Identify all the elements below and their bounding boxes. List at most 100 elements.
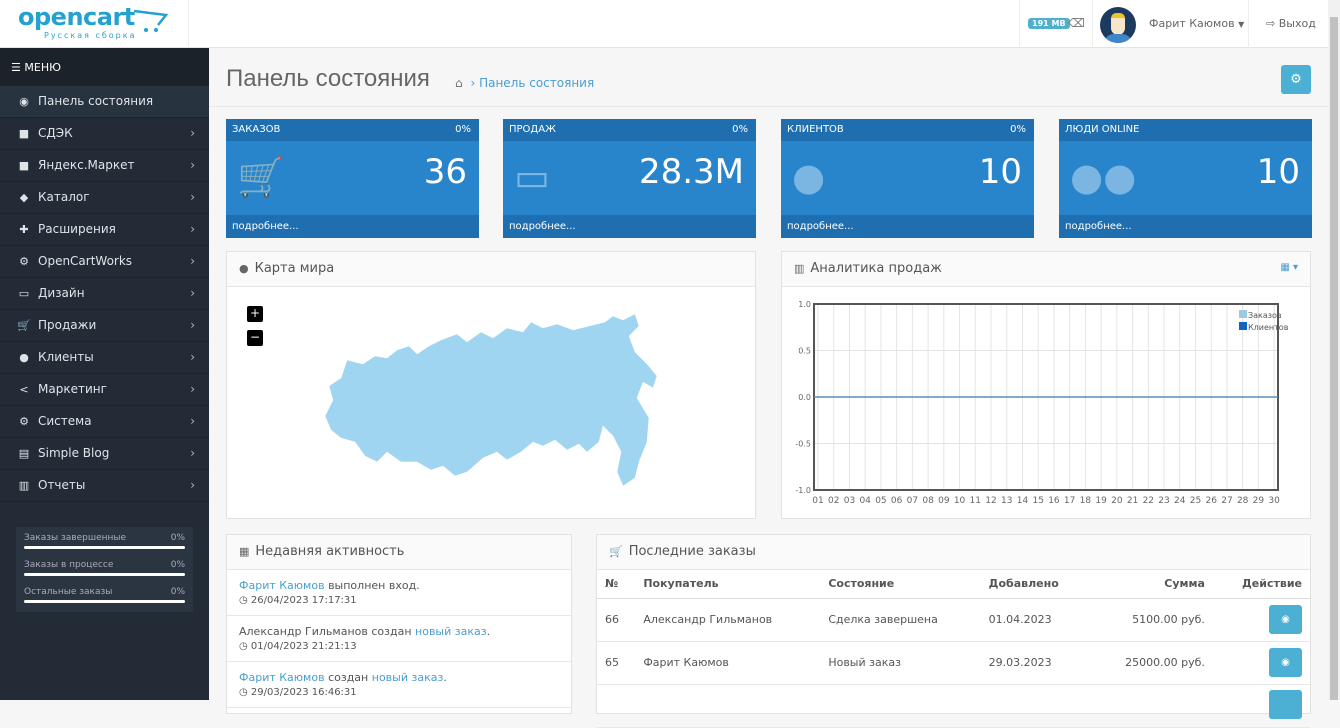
map-zoom-in-button[interactable]: +: [247, 306, 263, 322]
breadcrumb-link[interactable]: Панель состояния: [479, 76, 595, 90]
user-link[interactable]: Фарит Каюмов: [239, 671, 325, 684]
sidebar-item[interactable]: ⚙ OpenCartWorks ›: [0, 246, 209, 278]
cart-icon: 🛒: [609, 545, 623, 558]
order-link[interactable]: новый заказ: [415, 625, 487, 638]
puzzle-icon: ✚: [19, 223, 29, 236]
map-zoom-out-button[interactable]: −: [247, 330, 263, 346]
header: opencart Русская сборка 191 MB ⌫ Фарит К…: [0, 0, 1328, 48]
x-tick-label: 15: [1032, 496, 1043, 506]
x-tick-label: 10: [954, 496, 966, 506]
column-header: Добавлено: [980, 570, 1091, 599]
x-tick-label: 19: [1095, 496, 1107, 506]
sidebar-item[interactable]: ● Клиенты ›: [0, 342, 209, 374]
sidebar-item-label: Отчеты: [38, 478, 86, 492]
order-link[interactable]: новый заказ: [371, 671, 444, 684]
legend-label: Клиентов: [1248, 323, 1289, 332]
x-tick-label: 22: [1143, 496, 1154, 506]
more-link[interactable]: подробнее...: [226, 215, 479, 238]
tile-value: 10: [1256, 152, 1300, 192]
x-tick-label: 18: [1080, 496, 1092, 506]
x-tick-label: 21: [1127, 496, 1138, 506]
user-dropdown[interactable]: Фарит Каюмов ▼: [1149, 17, 1245, 30]
column-header: Действие: [1212, 570, 1310, 599]
x-tick-label: 12: [985, 496, 996, 506]
sidebar-item[interactable]: ✚ Расширения ›: [0, 214, 209, 246]
activity-item: Фарит Каюмов выполнен вход. ◷ 26/04/2023 …: [227, 570, 571, 616]
world-map-panel: ● Карта мира + −: [226, 251, 756, 519]
stat-item: Остальные заказы 0%: [24, 587, 185, 614]
map-region[interactable]: [324, 313, 658, 487]
x-tick-label: 25: [1190, 496, 1201, 506]
scrollbar[interactable]: [1328, 0, 1340, 700]
sidebar-item[interactable]: < Маркетинг ›: [0, 374, 209, 406]
more-link[interactable]: подробнее...: [781, 215, 1034, 238]
sidebar-item-label: Simple Blog: [38, 446, 110, 460]
x-tick-label: 09: [938, 496, 950, 506]
x-tick-label: 17: [1064, 496, 1075, 506]
cart-logo-icon: [133, 9, 168, 32]
logout-button[interactable]: ⇨ Выход: [1266, 17, 1316, 30]
tags-icon: ◆: [19, 191, 29, 204]
calendar-icon: ▦: [239, 545, 250, 558]
sidebar-item[interactable]: ▥ Отчеты ›: [0, 470, 209, 502]
calendar-dropdown[interactable]: ▦ ▾: [1280, 262, 1298, 273]
user-link[interactable]: Фарит Каюмов: [239, 579, 325, 592]
column-header: Состояние: [820, 570, 981, 599]
stat-tile: КЛИЕНТОВ 0% ● 10 подробнее...: [781, 119, 1034, 238]
eraser-icon[interactable]: ⌫: [1068, 16, 1085, 30]
truck-icon: ■: [18, 159, 30, 172]
russia-map[interactable]: [317, 312, 677, 492]
column-header: №: [597, 570, 636, 599]
eye-icon: ◉: [1281, 657, 1290, 668]
sidebar-item[interactable]: ■ СДЭК ›: [0, 118, 209, 150]
chevron-right-icon: ›: [190, 190, 195, 204]
more-link[interactable]: подробнее...: [1059, 215, 1312, 238]
credit-card-icon: ▭: [514, 155, 550, 199]
sidebar-item[interactable]: ■ Яндекс.Маркет ›: [0, 150, 209, 182]
x-tick-label: 05: [875, 496, 886, 506]
sidebar-item[interactable]: 🛒 Продажи ›: [0, 310, 209, 342]
sidebar-item[interactable]: ◆ Каталог ›: [0, 182, 209, 214]
chevron-right-icon: ›: [190, 318, 195, 332]
view-order-button[interactable]: [1269, 689, 1302, 719]
order-stats: Заказы завершенные 0% Заказы в процессе 0% О…: [16, 527, 193, 612]
sidebar-item-label: Маркетинг: [38, 382, 107, 396]
activity-item: Александр Гильманов создан новый заказ. ◷…: [227, 616, 571, 662]
settings-button[interactable]: ⚙: [1281, 65, 1311, 94]
chevron-right-icon: ›: [190, 254, 195, 268]
avatar[interactable]: [1100, 7, 1136, 43]
logo[interactable]: opencart Русская сборка: [18, 5, 188, 43]
home-icon[interactable]: ⌂: [455, 76, 463, 90]
monitor-icon: ▭: [18, 287, 30, 300]
y-tick-label: 1.0: [798, 300, 811, 309]
x-tick-label: 06: [891, 496, 903, 506]
sidebar-item[interactable]: ▤ Simple Blog ›: [0, 438, 209, 470]
sidebar-item-label: СДЭК: [38, 126, 73, 140]
memory-badge: 191 MB: [1028, 18, 1070, 29]
cart-icon: 🛒: [17, 319, 31, 332]
more-link[interactable]: подробнее...: [503, 215, 756, 238]
sidebar-item[interactable]: ◉ Панель состояния: [0, 86, 209, 118]
menu-toggle[interactable]: ☰ МЕНЮ: [0, 48, 209, 86]
chevron-right-icon: ›: [190, 158, 195, 172]
y-tick-label: 0.5: [798, 347, 811, 356]
users-icon: ●●: [1070, 155, 1137, 199]
cart-icon: 🛒: [237, 155, 285, 199]
chevron-right-icon: ›: [190, 414, 195, 428]
table-row: [597, 684, 1310, 728]
x-tick-label: 11: [970, 496, 981, 506]
dashboard-icon: ◉: [19, 95, 29, 108]
clock-icon: ◷: [239, 687, 248, 698]
sidebar-item[interactable]: ⚙ Система ›: [0, 406, 209, 438]
chevron-right-icon: ›: [190, 478, 195, 492]
x-tick-label: 28: [1237, 496, 1249, 506]
bar-chart-icon: ▥: [794, 262, 805, 275]
view-order-button[interactable]: ◉: [1269, 648, 1302, 677]
x-tick-label: 29: [1253, 496, 1265, 506]
x-tick-label: 08: [922, 496, 934, 506]
file-icon: ▤: [18, 447, 30, 460]
sidebar-item-label: Каталог: [38, 190, 90, 204]
sidebar-item[interactable]: ▭ Дизайн ›: [0, 278, 209, 310]
view-order-button[interactable]: ◉: [1269, 605, 1302, 634]
sales-analytics-panel: ▥ Аналитика продаж ▦ ▾ 01 02 03 04 05 06 07 08 09…: [781, 251, 1311, 519]
